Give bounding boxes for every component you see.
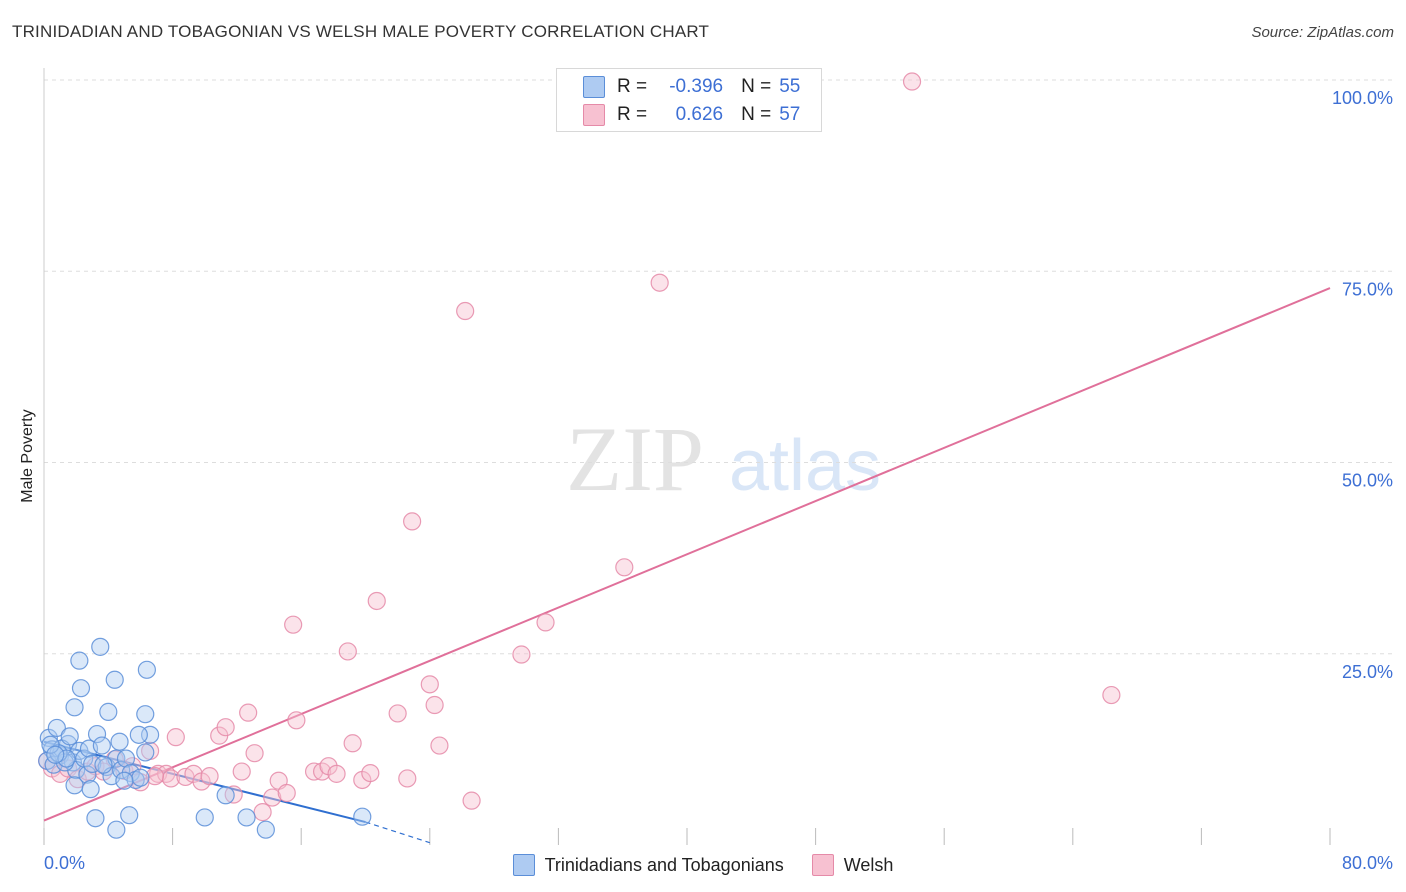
welsh-point: [462, 791, 481, 810]
n-label: N =: [741, 104, 772, 125]
x-tick-label: 0.0%: [44, 853, 85, 873]
trinidadian-point: [99, 702, 118, 721]
y-tick-label: 25.0%: [1342, 662, 1393, 682]
trinidadian-point: [107, 820, 126, 839]
trinidadian-point: [47, 718, 66, 738]
trinidadian-point: [87, 724, 107, 744]
stats-row-welsh: R = 0.626 N = 57: [557, 101, 800, 129]
trinidadian-point: [110, 732, 129, 751]
trinidadian-point: [195, 808, 214, 827]
watermark-zip: ZIP: [566, 408, 704, 510]
welsh-point: [200, 767, 219, 786]
trinidadian-point: [105, 670, 124, 689]
welsh-point: [398, 769, 417, 788]
welsh-point: [239, 703, 258, 722]
y-tick-label: 50.0%: [1342, 471, 1393, 491]
x-tick-label: 80.0%: [1342, 853, 1393, 873]
source-label: Source: ZipAtlas.com: [1251, 24, 1394, 41]
trinidadian-point: [136, 705, 155, 724]
pink-swatch-icon: [811, 854, 834, 876]
welsh-point: [615, 558, 634, 577]
r-label: R =: [617, 76, 648, 97]
r-value: 0.626: [675, 104, 724, 125]
trinidadian-point: [81, 780, 100, 799]
welsh-point: [388, 704, 407, 723]
trinidadian-point: [41, 735, 60, 754]
trinidadian-point: [116, 749, 136, 768]
welsh-point: [145, 767, 165, 786]
welsh-point: [277, 783, 296, 803]
welsh-point: [512, 645, 531, 664]
pink-swatch-icon: [583, 104, 605, 126]
trinidadian-point: [137, 660, 156, 679]
trinidadian-point: [71, 679, 91, 698]
trinidadian-point: [78, 765, 97, 784]
trinidadian-point: [65, 698, 84, 717]
trinidadian-point: [46, 745, 65, 764]
legend-label-trinidadians: Trinidadians and Tobagonians: [544, 854, 784, 875]
n-value: 55: [779, 76, 801, 97]
welsh-point: [263, 788, 282, 807]
trinidadian-point: [59, 734, 78, 754]
legend-item-welsh[interactable]: Welsh: [811, 854, 894, 876]
welsh-point: [420, 675, 439, 694]
welsh-point: [902, 72, 922, 91]
welsh-trend-line: [43, 287, 1331, 822]
blue-swatch-icon: [583, 76, 605, 98]
welsh-point: [343, 734, 362, 753]
welsh-point: [650, 273, 669, 292]
blue-swatch-icon: [512, 854, 535, 876]
n-value: 57: [779, 104, 801, 125]
welsh-point: [327, 764, 346, 783]
welsh-point: [166, 728, 185, 747]
welsh-point: [284, 615, 303, 634]
r-label: R =: [617, 104, 648, 125]
trinidadian-point: [115, 771, 134, 790]
welsh-point: [425, 695, 444, 715]
trinidadian-trend-line: [43, 740, 366, 824]
welsh-point: [430, 736, 449, 755]
welsh-point: [287, 711, 306, 730]
welsh-point: [253, 803, 272, 822]
welsh-point: [216, 718, 235, 737]
welsh-point: [1102, 685, 1121, 705]
trinidadian-point: [216, 786, 235, 805]
welsh-point: [245, 744, 264, 763]
n-label: N =: [741, 76, 772, 97]
trinidadian-point: [94, 755, 113, 774]
trinidadian-point: [136, 743, 155, 762]
welsh-point: [536, 613, 555, 632]
welsh-point: [361, 763, 380, 783]
stats-row-trinidadians: R = -0.396 N = 55: [557, 73, 800, 101]
chart-legend: Trinidadians and Tobagonians Welsh: [0, 852, 1406, 878]
welsh-point: [338, 642, 357, 661]
r-value: -0.396: [669, 76, 724, 97]
welsh-point: [403, 512, 422, 531]
trinidadian-point: [92, 736, 111, 755]
trinidadian-point: [91, 637, 110, 656]
trinidadian-point: [86, 809, 105, 828]
welsh-point: [232, 762, 251, 781]
welsh-point: [161, 769, 181, 788]
trinidadian-point: [237, 808, 256, 827]
welsh-point: [367, 591, 386, 611]
trinidadian-trend-extension: [365, 821, 430, 844]
trinidadian-point: [256, 820, 275, 839]
y-tick-label: 100.0%: [1332, 88, 1393, 108]
trinidadian-point: [129, 725, 148, 744]
welsh-point: [456, 301, 475, 321]
chart-title: TRINIDADIAN AND TOBAGONIAN VS WELSH MALE…: [12, 22, 710, 41]
legend-item-trinidadians[interactable]: Trinidadians and Tobagonians: [512, 854, 784, 876]
trinidadian-point: [60, 727, 79, 746]
trinidadian-point: [131, 768, 150, 787]
stats-box: R = -0.396 N = 55 R = 0.626 N = 57: [556, 68, 822, 132]
trinidadian-point: [120, 806, 139, 825]
trinidadian-point: [70, 651, 89, 670]
trinidadian-point: [353, 807, 372, 826]
trinidadian-point: [57, 749, 76, 768]
y-tick-label: 75.0%: [1342, 279, 1393, 299]
watermark-atlas: atlas: [729, 426, 881, 506]
legend-label-welsh: Welsh: [843, 854, 894, 875]
